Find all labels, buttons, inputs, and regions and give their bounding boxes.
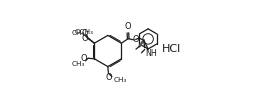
Text: O: O (125, 22, 131, 31)
Text: HCl: HCl (162, 44, 181, 54)
Text: O: O (105, 73, 112, 82)
Text: O: O (132, 35, 139, 44)
Text: O: O (81, 34, 88, 43)
Text: CH₃: CH₃ (113, 77, 127, 83)
Text: O: O (81, 54, 88, 63)
Text: OCH₃: OCH₃ (75, 29, 94, 35)
Text: NH: NH (145, 49, 157, 58)
Text: CH₃: CH₃ (72, 30, 85, 36)
Text: CH₃: CH₃ (72, 61, 85, 67)
Text: O: O (81, 29, 88, 38)
